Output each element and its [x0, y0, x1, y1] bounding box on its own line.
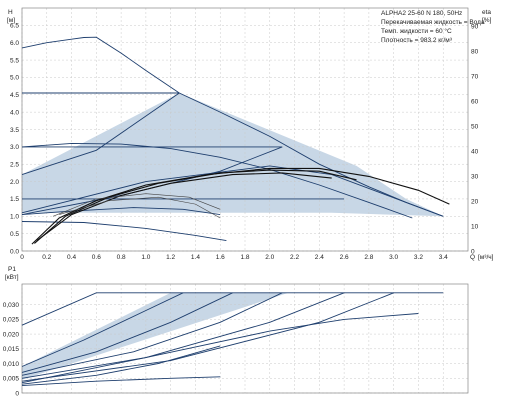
y-tick-label: 3.0	[10, 144, 19, 151]
x-tick-label: 3.2	[414, 254, 423, 261]
y2-axis-unit: [%]	[482, 17, 492, 24]
power-curve	[21, 345, 221, 385]
efficiency-curve	[34, 169, 357, 244]
x-tick-label: 2.8	[364, 254, 373, 261]
x-tick-label: 2.0	[265, 254, 274, 261]
fluid-info-box: ALPHA2 25-60 N 180, 50Hz Перекачиваемая …	[381, 10, 485, 44]
x-tick-label: 0	[20, 254, 24, 261]
info-line-temp: Темп. жидкости = 60 °C	[381, 27, 452, 35]
x-tick-label: 0.8	[117, 254, 126, 261]
power-curve	[21, 292, 233, 373]
y-tick-label: 2.5	[10, 162, 19, 169]
head-curve	[21, 92, 180, 176]
x-axis-unit: [м³/ч]	[478, 254, 494, 261]
head-efficiency-chart: 0 0.2 0.4 0.6 0.8 1.0 1.2 1.4 1.6 1.8 2.0 2.2 2.4 2.6…	[7, 7, 494, 261]
info-line-density: Плотность = 983.2 кг/м³	[381, 37, 453, 44]
efficiency-curve	[36, 172, 332, 242]
y-axis-unit: [кВт]	[5, 274, 19, 281]
y-tick-label: 0.5	[10, 231, 19, 238]
x-tick-label: 1.2	[166, 254, 175, 261]
y-tick-label: 4.0	[10, 109, 19, 116]
chart-title: ALPHA2 25-60 N 180, 50Hz	[381, 10, 462, 17]
y-tick-label: 0	[15, 390, 19, 397]
operating-region	[22, 93, 444, 217]
x-tick-label: 1.6	[216, 254, 225, 261]
y-axis-label: H	[8, 9, 13, 16]
y2-tick-label: 50	[471, 123, 479, 130]
head-curve	[21, 36, 444, 217]
y2-tick-label: 40	[471, 148, 479, 155]
power-curve	[21, 292, 444, 326]
y-tick-label: 2.0	[10, 179, 19, 186]
x-tick-label: 0.4	[67, 254, 76, 261]
y-tick-label: 6.0	[10, 40, 19, 47]
efficiency-curve	[59, 196, 221, 219]
y-tick-label: 1.0	[10, 214, 19, 221]
power-curve	[21, 376, 221, 387]
y2-tick-label: 70	[471, 73, 479, 80]
x-tick-label: 2.6	[340, 254, 349, 261]
head-curve	[21, 142, 413, 219]
y-tick-label: 5.5	[10, 57, 19, 64]
x-tick-label: 0.2	[42, 254, 51, 261]
power-curve	[21, 313, 419, 384]
info-line-fluid: Перекачиваемая жидкость = Вода	[381, 19, 485, 26]
y-tick-label: 0,030	[3, 302, 20, 309]
y2-axis-label: eta	[482, 9, 491, 16]
x-tick-label: 1.8	[240, 254, 249, 261]
plot-frame	[21, 7, 469, 252]
x-tick-label: 3.0	[389, 254, 398, 261]
head-curve	[21, 165, 444, 217]
x-tick-label: 1.4	[191, 254, 200, 261]
x-tick-label: 2.2	[290, 254, 299, 261]
y2-tick-label: 0	[471, 248, 475, 255]
x-axis-label: Q	[470, 254, 475, 261]
y2-tick-label: 80	[471, 48, 479, 55]
power-curve	[21, 292, 184, 367]
x-tick-label: 1.0	[141, 254, 150, 261]
y-tick-label: 4.5	[10, 92, 19, 99]
y2-tick-label: 30	[471, 173, 479, 180]
y-tick-label: 0,020	[3, 331, 20, 338]
efficiency-curve	[52, 193, 221, 217]
y-tick-label: 0,010	[3, 361, 20, 368]
power-curve	[21, 292, 283, 376]
y-tick-label: 5.0	[10, 75, 19, 82]
y-tick-label: 3.5	[10, 127, 19, 134]
y-tick-label: 0,025	[3, 317, 20, 324]
y-tick-label: 1.5	[10, 196, 19, 203]
y-tick-label: 0,015	[3, 346, 20, 353]
y2-tick-label: 90	[471, 23, 479, 30]
x-tick-label: 2.4	[315, 254, 324, 261]
operating-region	[22, 292, 289, 380]
y-axis-label: P1	[8, 266, 16, 273]
x-tick-label: 3.4	[439, 254, 448, 261]
y-axis-unit: [м]	[7, 17, 15, 24]
y-tick-label: 6.5	[10, 23, 19, 30]
power-chart: 0 0,005 0,010 0,015 0,020 0,025 0,030 P1[кВт]	[3, 266, 469, 397]
x-tick-label: 0.6	[92, 254, 101, 261]
y-tick-label: 0.0	[10, 248, 19, 255]
y-tick-label: 0,005	[3, 376, 20, 383]
y2-tick-label: 10	[471, 223, 479, 230]
power-curve	[21, 292, 345, 379]
power-curve	[21, 292, 394, 382]
head-curve	[21, 207, 221, 216]
head-curve	[21, 221, 227, 242]
y2-tick-label: 20	[471, 198, 479, 205]
y2-tick-label: 60	[471, 98, 479, 105]
plot-frame	[21, 283, 469, 394]
